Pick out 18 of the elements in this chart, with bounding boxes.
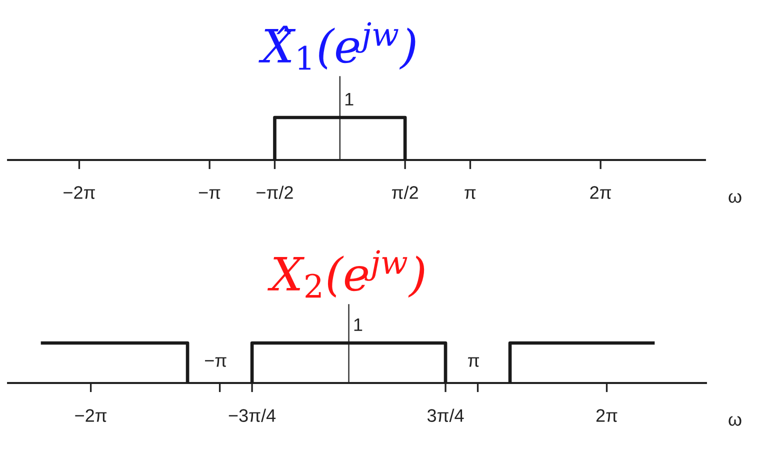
annotation: 1 <box>345 93 354 106</box>
x-axis-title: ω <box>728 416 742 426</box>
annotation: −π <box>205 357 226 367</box>
x-tick-label: π/2 <box>392 186 418 199</box>
chart-title: X̂$_{1}$(e$^{jw}$) <box>258 22 416 70</box>
x-tick-label: −2π <box>75 409 107 422</box>
x-tick-label: −π <box>198 189 220 199</box>
x-tick-label: −3π/4 <box>228 408 276 422</box>
x-tick-label: −π/2 <box>256 186 293 199</box>
x-tick-label: −2π <box>64 186 95 199</box>
chart-title: X$_{2}$(e$^{jw}$) <box>267 250 424 298</box>
annotation: π <box>468 357 480 367</box>
x-tick-label: 2π <box>590 186 612 199</box>
x-tick-label: 3π/4 <box>427 408 464 422</box>
x-tick-label: π <box>464 189 476 199</box>
annotation: 1 <box>354 318 362 331</box>
x-axis-title: ω <box>728 192 742 203</box>
x-tick-label: 2π <box>596 409 618 422</box>
